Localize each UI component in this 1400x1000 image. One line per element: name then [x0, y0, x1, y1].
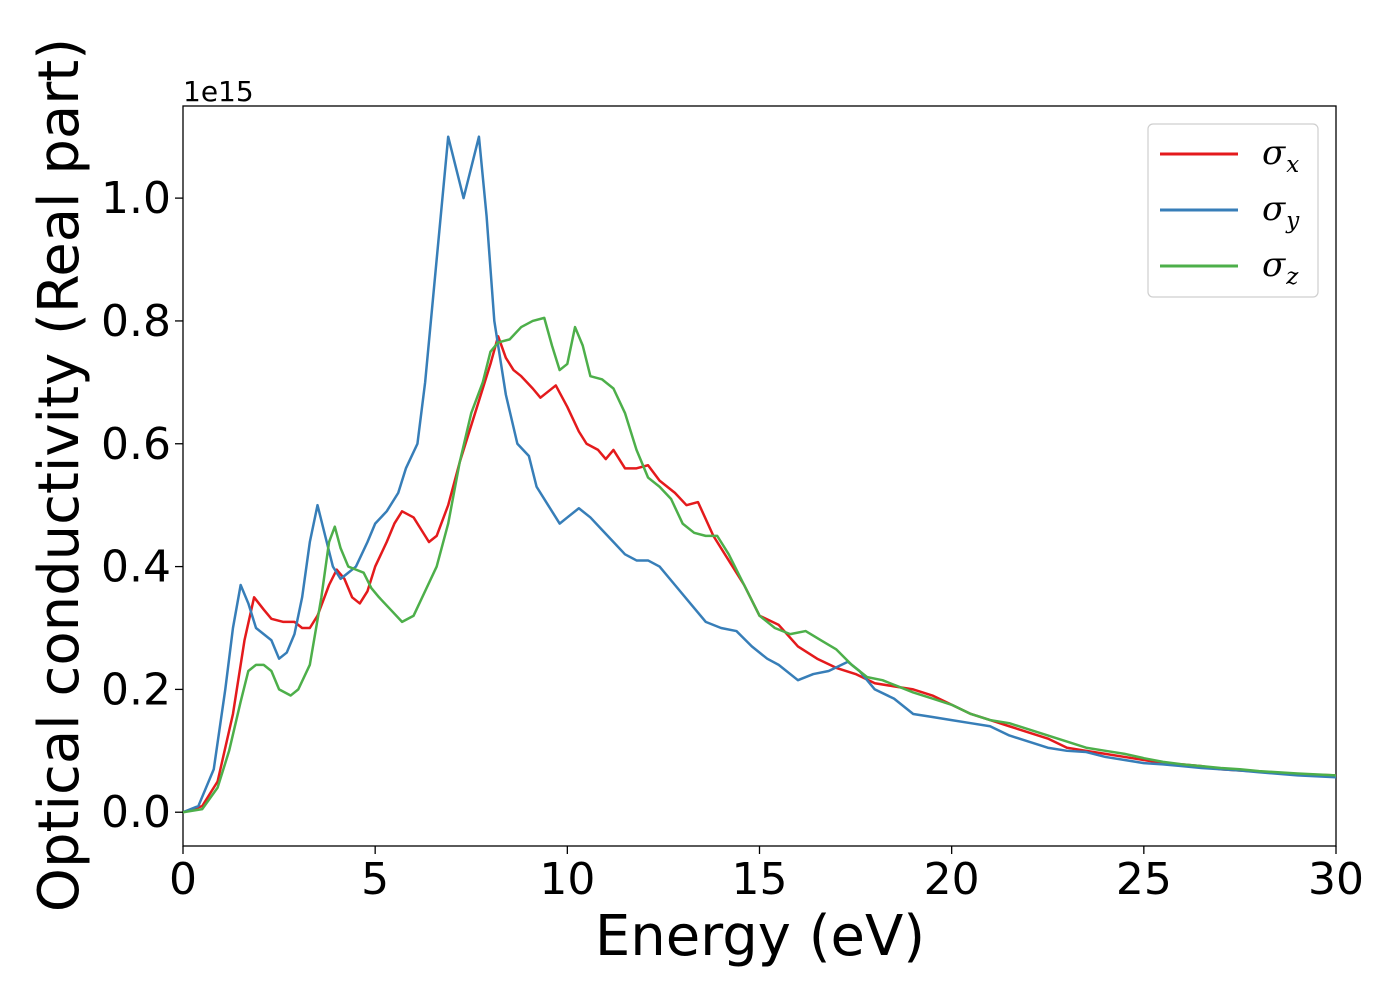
y-tick-label-2: 0.4 — [101, 542, 171, 593]
legend-symbol-x: σ — [1262, 133, 1286, 173]
y-offset-text: 1e15 — [183, 75, 254, 108]
x-tick-label-6: 30 — [1308, 854, 1364, 905]
x-tick-label-3: 15 — [732, 854, 788, 905]
series-line-z — [183, 316, 1336, 814]
y-tick-label-0: 0.0 — [101, 787, 171, 838]
x-axis-title: Energy (eV) — [595, 904, 925, 969]
legend-label-y: σy — [1262, 189, 1300, 234]
x-tick-label-4: 20 — [924, 854, 980, 905]
x-tick-label-0: 0 — [169, 854, 197, 905]
x-tick-label-5: 25 — [1116, 854, 1172, 905]
legend-label-z: σz — [1262, 245, 1299, 290]
legend-subscript-z: z — [1285, 264, 1299, 290]
x-tick-label-2: 10 — [539, 854, 595, 905]
legend-symbol-y: σ — [1262, 189, 1286, 229]
y-tick-label-3: 0.6 — [101, 419, 171, 470]
legend-label-x: σx — [1262, 133, 1299, 178]
y-axis-title: Optical conductivity (Real part) — [27, 38, 92, 912]
x-tick-label-1: 5 — [361, 854, 389, 905]
y-tick-label-5: 1.0 — [101, 173, 171, 224]
series-line-y — [183, 135, 1336, 814]
y-tick-label-1: 0.2 — [101, 664, 171, 715]
legend-subscript-y: y — [1285, 208, 1300, 234]
legend-subscript-x: x — [1286, 152, 1299, 178]
y-tick-label-4: 0.8 — [101, 296, 171, 347]
legend-symbol-z: σ — [1262, 245, 1286, 285]
series-line-x — [183, 335, 1336, 814]
